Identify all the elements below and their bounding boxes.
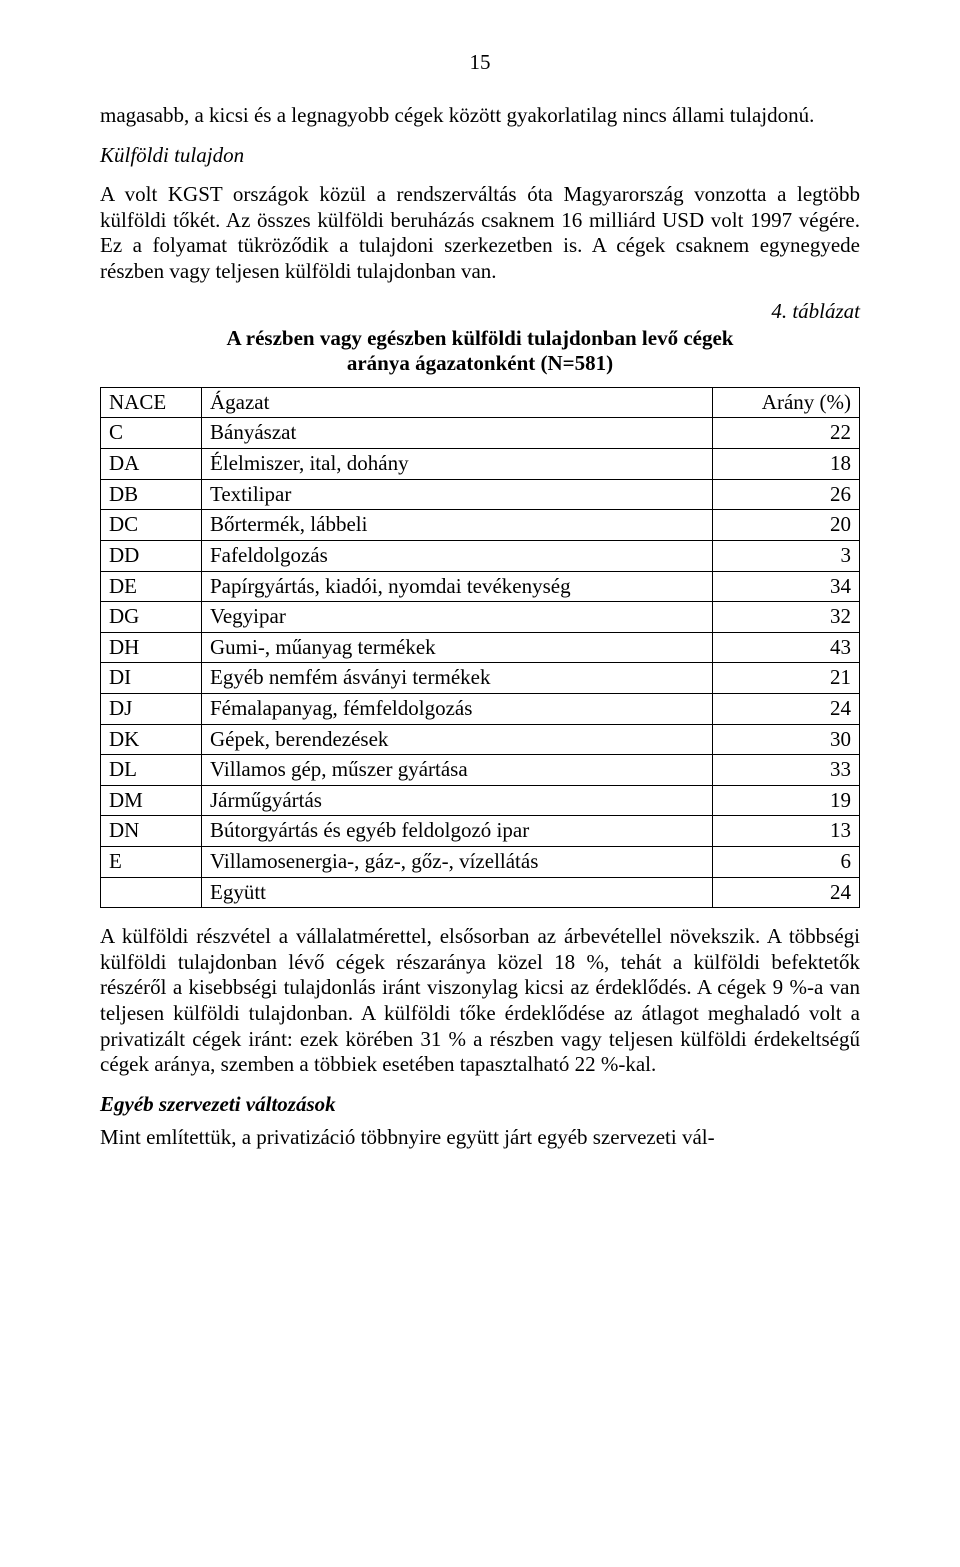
cell-sector: Villamosenergia-, gáz-, gőz-, vízellátás bbox=[202, 847, 713, 878]
cell-percent: 3 bbox=[713, 540, 860, 571]
cell-nace: DJ bbox=[101, 693, 202, 724]
cell-sector: Papírgyártás, kiadói, nyomdai tevékenysé… bbox=[202, 571, 713, 602]
cell-sector: Fémalapanyag, fémfeldolgozás bbox=[202, 693, 713, 724]
table-row: CBányászat22 bbox=[101, 418, 860, 449]
cell-nace: DI bbox=[101, 663, 202, 694]
cell-sector: Bőrtermék, lábbeli bbox=[202, 510, 713, 541]
table-head: NACE Ágazat Arány (%) bbox=[101, 387, 860, 418]
table-row: DDFafeldolgozás3 bbox=[101, 540, 860, 571]
table-row: DAÉlelmiszer, ital, dohány18 bbox=[101, 449, 860, 480]
cell-percent: 18 bbox=[713, 449, 860, 480]
cell-nace: DC bbox=[101, 510, 202, 541]
cell-nace: DK bbox=[101, 724, 202, 755]
cell-sector: Gumi-, műanyag termékek bbox=[202, 632, 713, 663]
table-title-line-2: aránya ágazatonként (N=581) bbox=[347, 351, 613, 375]
cell-nace: DL bbox=[101, 755, 202, 786]
cell-percent: 24 bbox=[713, 693, 860, 724]
cell-percent: 19 bbox=[713, 785, 860, 816]
table-row: DLVillamos gép, műszer gyártása33 bbox=[101, 755, 860, 786]
cell-percent: 26 bbox=[713, 479, 860, 510]
table-row: DEPapírgyártás, kiadói, nyomdai tevékeny… bbox=[101, 571, 860, 602]
cell-sector: Fafeldolgozás bbox=[202, 540, 713, 571]
cell-percent: 30 bbox=[713, 724, 860, 755]
cell-nace: DN bbox=[101, 816, 202, 847]
cell-sector: Egyéb nemfém ásványi termékek bbox=[202, 663, 713, 694]
table-body: CBányászat22 DAÉlelmiszer, ital, dohány1… bbox=[101, 418, 860, 877]
table-row: DBTextilipar26 bbox=[101, 479, 860, 510]
cell-percent: 13 bbox=[713, 816, 860, 847]
cell-nace: DE bbox=[101, 571, 202, 602]
cell-nace: DM bbox=[101, 785, 202, 816]
cell-nace: DB bbox=[101, 479, 202, 510]
table-row: DIEgyéb nemfém ásványi termékek21 bbox=[101, 663, 860, 694]
paragraph-4: Mint említettük, a privatizáció többnyir… bbox=[100, 1125, 860, 1151]
table-row: DKGépek, berendezések30 bbox=[101, 724, 860, 755]
table-row: DGVegyipar32 bbox=[101, 602, 860, 633]
page-number: 15 bbox=[100, 50, 860, 75]
cell-percent: 20 bbox=[713, 510, 860, 541]
cell-nace: DD bbox=[101, 540, 202, 571]
cell-percent: 24 bbox=[713, 877, 860, 908]
paragraph-3: A külföldi részvétel a vállalatmérettel,… bbox=[100, 924, 860, 1078]
cell-nace: DG bbox=[101, 602, 202, 633]
table-total-body: Együtt 24 bbox=[101, 877, 860, 908]
cell-nace: E bbox=[101, 847, 202, 878]
cell-sector: Vegyipar bbox=[202, 602, 713, 633]
col-header-sector: Ágazat bbox=[202, 387, 713, 418]
cell-percent: 21 bbox=[713, 663, 860, 694]
cell-sector: Gépek, berendezések bbox=[202, 724, 713, 755]
table-total-row: Együtt 24 bbox=[101, 877, 860, 908]
cell-percent: 32 bbox=[713, 602, 860, 633]
cell-sector: Járműgyártás bbox=[202, 785, 713, 816]
subheading-foreign-ownership: Külföldi tulajdon bbox=[100, 143, 860, 169]
cell-sector: Textilipar bbox=[202, 479, 713, 510]
cell-percent: 33 bbox=[713, 755, 860, 786]
cell-sector: Élelmiszer, ital, dohány bbox=[202, 449, 713, 480]
table-title-line-1: A részben vagy egészben külföldi tulajdo… bbox=[227, 326, 734, 350]
subheading-other-changes: Egyéb szervezeti változások bbox=[100, 1092, 860, 1117]
table-caption: 4. táblázat bbox=[100, 299, 860, 324]
col-header-percent: Arány (%) bbox=[713, 387, 860, 418]
cell-nace bbox=[101, 877, 202, 908]
paragraph-1: magasabb, a kicsi és a legnagyobb cégek … bbox=[100, 103, 860, 129]
italic-text: Külföldi tulajdon bbox=[100, 143, 244, 167]
paragraph-2: A volt KGST országok közül a rendszervál… bbox=[100, 182, 860, 284]
cell-nace: C bbox=[101, 418, 202, 449]
table-row: DMJárműgyártás19 bbox=[101, 785, 860, 816]
data-table: NACE Ágazat Arány (%) CBányászat22 DAÉle… bbox=[100, 387, 860, 908]
table-row: DCBőrtermék, lábbeli20 bbox=[101, 510, 860, 541]
cell-sector: Bányászat bbox=[202, 418, 713, 449]
cell-percent: 6 bbox=[713, 847, 860, 878]
cell-nace: DA bbox=[101, 449, 202, 480]
col-header-nace: NACE bbox=[101, 387, 202, 418]
table-row: DJFémalapanyag, fémfeldolgozás24 bbox=[101, 693, 860, 724]
table-row: DHGumi-, műanyag termékek43 bbox=[101, 632, 860, 663]
cell-percent: 43 bbox=[713, 632, 860, 663]
cell-sector: Együtt bbox=[202, 877, 713, 908]
cell-percent: 34 bbox=[713, 571, 860, 602]
table-row: EVillamosenergia-, gáz-, gőz-, vízellátá… bbox=[101, 847, 860, 878]
table-header-row: NACE Ágazat Arány (%) bbox=[101, 387, 860, 418]
table-title: A részben vagy egészben külföldi tulajdo… bbox=[100, 326, 860, 377]
cell-sector: Bútorgyártás és egyéb feldolgozó ipar bbox=[202, 816, 713, 847]
cell-nace: DH bbox=[101, 632, 202, 663]
table-row: DNBútorgyártás és egyéb feldolgozó ipar1… bbox=[101, 816, 860, 847]
cell-percent: 22 bbox=[713, 418, 860, 449]
document-page: 15 magasabb, a kicsi és a legnagyobb cég… bbox=[0, 0, 960, 1225]
cell-sector: Villamos gép, műszer gyártása bbox=[202, 755, 713, 786]
